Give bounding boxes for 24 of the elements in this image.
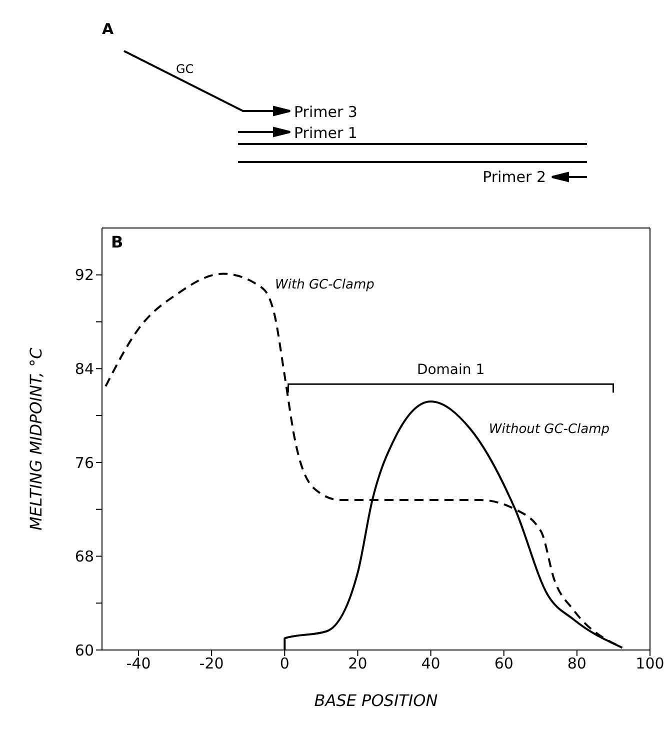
annotation: B [111, 232, 124, 252]
x-axis-title: BASE POSITION [314, 691, 438, 710]
x-tick-label: 0 [280, 654, 290, 673]
text: Primer 2 [482, 168, 546, 186]
y-tick-label: 68 [74, 548, 94, 566]
y-tick-label: 92 [74, 266, 94, 284]
x-tick-label: 80 [567, 654, 586, 673]
x-tick-label: 40 [421, 654, 440, 673]
annotation: Domain 1 [416, 362, 485, 378]
x-tick-label: 100 [636, 654, 664, 673]
y-tick-label: 60 [74, 641, 94, 660]
y-axis-title: MELTING MIDPOINT, °C [26, 346, 46, 530]
text: Primer 3 [294, 103, 358, 121]
series-label: Without GC-Clamp [488, 422, 610, 438]
text: GC [176, 62, 194, 76]
x-tick-label: 60 [494, 654, 514, 673]
text: A [102, 20, 114, 38]
series-label: With GC-Clamp [275, 277, 374, 292]
text: Primer 1 [294, 124, 358, 142]
x-tick-label: -40 [126, 654, 151, 673]
y-tick-label: 84 [74, 360, 94, 378]
x-tick-label: 20 [348, 654, 368, 673]
y-tick-label: 76 [74, 454, 94, 472]
x-tick-label: -20 [199, 654, 224, 673]
